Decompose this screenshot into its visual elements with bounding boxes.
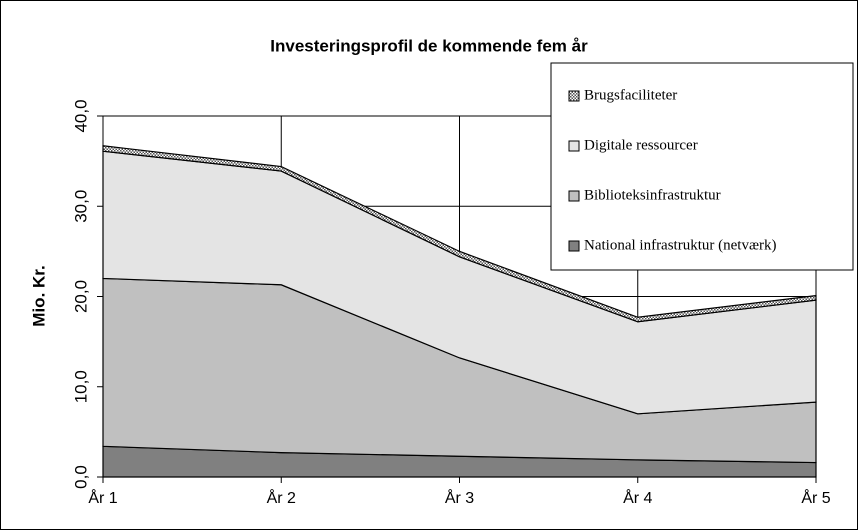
chart-title: Investeringsprofil de kommende fem år [270,36,588,55]
legend-swatch [568,190,580,202]
legend: Brugsfaciliteter Digitale ressourcer Bibli… [550,62,854,271]
x-tick-label: År 1 [88,488,117,507]
legend-box [550,62,854,271]
plot-area [97,115,817,483]
y-tick-label: 0,0 [71,465,90,489]
x-tick-label: År 2 [267,488,296,507]
y-tick-label: 40,0 [71,99,90,132]
y-tick-label: 30,0 [71,190,90,223]
x-tick-label: År 4 [623,488,652,507]
legend-label: Biblioteksinfrastruktur [584,187,721,203]
legend-label: Digitale ressourcer [584,137,698,153]
x-tick-label: År 5 [801,488,830,507]
y-tick-label: 10,0 [71,370,90,403]
legend-label: Brugsfaciliteter [584,87,677,103]
area [102,145,817,323]
legend-swatch [568,140,580,152]
legend-label: National infrastruktur (netværk) [584,237,776,253]
legend-swatch [568,240,580,252]
y-axis-label: Mio. Kr. [29,265,48,326]
y-tick-label: 20,0 [71,280,90,313]
x-tick-label: År 3 [445,488,474,507]
legend-swatch [568,90,580,102]
